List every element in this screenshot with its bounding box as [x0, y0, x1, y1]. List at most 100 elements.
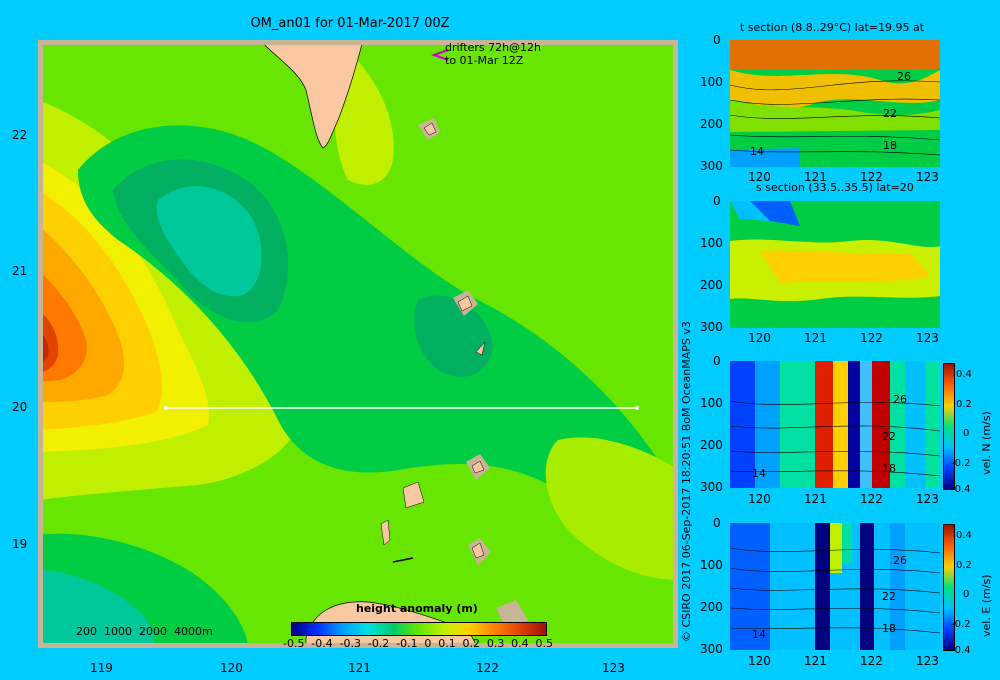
lon-tick: 122 [476, 661, 499, 675]
drifters-legend: drifters 72h@12h to 01-Mar 12Z [445, 41, 541, 67]
island [457, 295, 473, 312]
island [402, 481, 425, 509]
lon-tick: 123 [916, 331, 939, 345]
t-section-plot [729, 40, 941, 167]
lon-tick: 123 [602, 661, 625, 675]
map-title: OM_an01 for 01-Mar-2017 00Z [250, 16, 450, 31]
contour-label: 22 [882, 430, 896, 443]
contour-label: 26 [893, 393, 907, 406]
depth-legend: 200 1000 2000 4000m [76, 625, 213, 638]
island [471, 460, 485, 474]
colorbar-tick: -0.4 [311, 637, 333, 650]
lat-tick: 20 [12, 400, 28, 414]
depth-tick: 0 [713, 354, 721, 368]
depth-tick: 100 [700, 558, 723, 572]
lon-tick: 122 [860, 654, 883, 668]
vel-e-label: vel. E (m/s) [980, 574, 993, 637]
ve-section-plot [729, 523, 941, 650]
colorbar-tick: -0.5 [283, 637, 305, 650]
island-small [392, 557, 414, 563]
credit-text: © CSIRO 2017 06-Sep-2017 18:20:51 BoM Oc… [680, 321, 693, 642]
depth-tick: 200 [700, 117, 723, 131]
anomaly-eddy-east [414, 295, 493, 377]
colorbar-tick: -0.2 [367, 637, 390, 650]
drifters-line-1: drifters 72h@12h [445, 41, 542, 54]
lon-tick: 121 [804, 170, 827, 184]
contour-label: 18 [882, 462, 896, 475]
anomaly-level-positive-east [545, 437, 673, 580]
depth-tick: 100 [700, 75, 723, 89]
vel-n-label: vel. N (m/s) [980, 411, 993, 475]
depth-tick: 200 [700, 438, 723, 452]
anomaly-level-max [43, 334, 49, 362]
colorbar-tick: 0.2 [956, 560, 972, 571]
colorbar-tick: 0.2 [462, 637, 481, 650]
contour-label: 14 [750, 145, 764, 158]
lon-tick: 123 [916, 492, 939, 506]
colorbar-tick: -0.4 [951, 645, 971, 656]
island [423, 122, 437, 136]
s-section-plot [730, 201, 940, 328]
height-colorbar [291, 622, 547, 636]
section-start-marker [164, 406, 168, 410]
lon-tick: 120 [748, 492, 771, 506]
lat-tick: 19 [12, 537, 28, 551]
depth-tick: 300 [700, 320, 723, 334]
land-taiwan [264, 45, 363, 149]
colorbar-tick: 0.4 [956, 530, 972, 541]
lon-tick: 122 [860, 492, 883, 506]
depth-tick: 300 [700, 642, 723, 656]
colorbar-tick: -0.3 [339, 637, 362, 650]
depth-tick: 100 [700, 396, 723, 410]
contour-label: 14 [752, 467, 766, 480]
depth-tick: 200 [700, 600, 723, 614]
lon-tick: 121 [804, 331, 827, 345]
lon-tick: 121 [348, 661, 371, 675]
lon-tick: 122 [860, 331, 883, 345]
lon-tick: 121 [804, 492, 827, 506]
colorbar-tick: 0.4 [956, 369, 972, 380]
island [475, 341, 486, 356]
colorbar-tick: -0.4 [951, 484, 971, 495]
lon-tick: 121 [804, 654, 827, 668]
colorbar-tick: 0.4 [511, 637, 529, 650]
colorbar-tick: 0 [424, 637, 432, 650]
lon-tick: 120 [748, 654, 771, 668]
colorbar-tick: -0.2 [951, 619, 971, 630]
drifter-icon [431, 49, 449, 61]
lon-tick: 122 [860, 170, 883, 184]
lon-tick: 123 [916, 170, 939, 184]
lat-tick: 22 [12, 128, 28, 142]
contour-label: 26 [897, 70, 911, 83]
colorbar-title: height anomaly (m) [356, 602, 478, 615]
vel-n-colorbar [943, 363, 955, 490]
colorbar-tick: 0.1 [438, 637, 456, 650]
contour-label: 26 [893, 554, 907, 567]
lon-tick: 120 [748, 170, 771, 184]
colorbar-ticks: -0.5 -0.4 -0.3 -0.2 -0.1 0 0.1 0.2 0.3 0… [283, 637, 553, 650]
colorbar-tick: -0.2 [951, 458, 971, 469]
island [380, 519, 391, 546]
contour-label: 18 [883, 139, 897, 152]
depth-tick: 100 [700, 236, 723, 250]
depth-tick: 0 [713, 516, 721, 530]
section-end-marker [635, 406, 639, 410]
colorbar-tick: 0.2 [956, 399, 972, 410]
lon-tick: 120 [220, 661, 243, 675]
t-section-title: t section (8.8..29°C) lat=19.95 at [740, 21, 925, 34]
lon-tick: 120 [748, 331, 771, 345]
colorbar-tick: 0.5 [535, 637, 553, 650]
height-anomaly-map [38, 40, 678, 648]
depth-tick: 0 [713, 194, 721, 208]
colorbar-tick: -0.1 [396, 637, 418, 650]
lat-tick: 21 [12, 264, 28, 278]
colorbar-tick: 0 [963, 428, 970, 439]
vel-e-colorbar [943, 524, 955, 651]
depth-tick: 200 [700, 278, 723, 292]
contour-label: 22 [882, 590, 896, 603]
drifters-line-2: to 01-Mar 12Z [445, 54, 524, 67]
depth-tick: 300 [700, 480, 723, 494]
colorbar-tick: 0.3 [486, 637, 505, 650]
lon-tick: 123 [916, 654, 939, 668]
s-section-title: s section (33.5..35.5) lat=20 [756, 181, 914, 194]
